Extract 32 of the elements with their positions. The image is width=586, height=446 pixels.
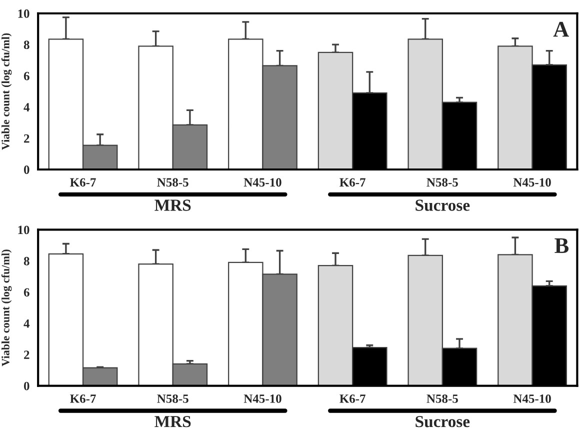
x-tick-label: N58-5 bbox=[426, 394, 458, 403]
x-tick-label: K6-7 bbox=[340, 178, 366, 187]
y-tick-label: 8 bbox=[24, 40, 30, 50]
text: Sucrose bbox=[416, 416, 470, 428]
y-tick-label: 2 bbox=[24, 134, 30, 143]
x-tick-label: N58-5 bbox=[426, 178, 458, 187]
x-tick-label: N45-10 bbox=[513, 394, 551, 403]
y-axis-title: Viable count (log cfu/ml) bbox=[1, 250, 12, 366]
y-tick-label: 4 bbox=[24, 103, 30, 112]
x-tick-label: N58-5 bbox=[157, 394, 188, 403]
x-tick-label: K6-7 bbox=[70, 178, 96, 187]
y-tick-label: 0 bbox=[24, 382, 30, 390]
y-axis-title: Viable count (log cfu/ml) bbox=[1, 33, 12, 150]
y-tick-label: 10 bbox=[18, 226, 30, 234]
x-tick-label: N45-10 bbox=[244, 394, 282, 403]
chart-title: B bbox=[554, 238, 569, 253]
text: MRS bbox=[154, 416, 191, 428]
y-tick-label: 2 bbox=[24, 350, 30, 359]
y-tick-label: 6 bbox=[24, 288, 30, 297]
x-tick-label: N58-5 bbox=[157, 178, 188, 187]
chart-title: A bbox=[553, 22, 569, 37]
text: MRS bbox=[154, 200, 191, 211]
x-tick-label: K6-7 bbox=[340, 394, 366, 403]
text: Sucrose bbox=[416, 200, 470, 211]
x-tick-label: N45-10 bbox=[244, 178, 282, 187]
y-tick-label: 6 bbox=[24, 72, 30, 80]
y-tick-label: 0 bbox=[24, 166, 30, 174]
y-tick-label: 8 bbox=[24, 256, 30, 266]
x-tick-label: K6-7 bbox=[70, 394, 96, 403]
y-tick-label: 4 bbox=[24, 319, 30, 328]
y-tick-label: 10 bbox=[18, 9, 30, 18]
x-tick-label: N45-10 bbox=[513, 178, 551, 187]
